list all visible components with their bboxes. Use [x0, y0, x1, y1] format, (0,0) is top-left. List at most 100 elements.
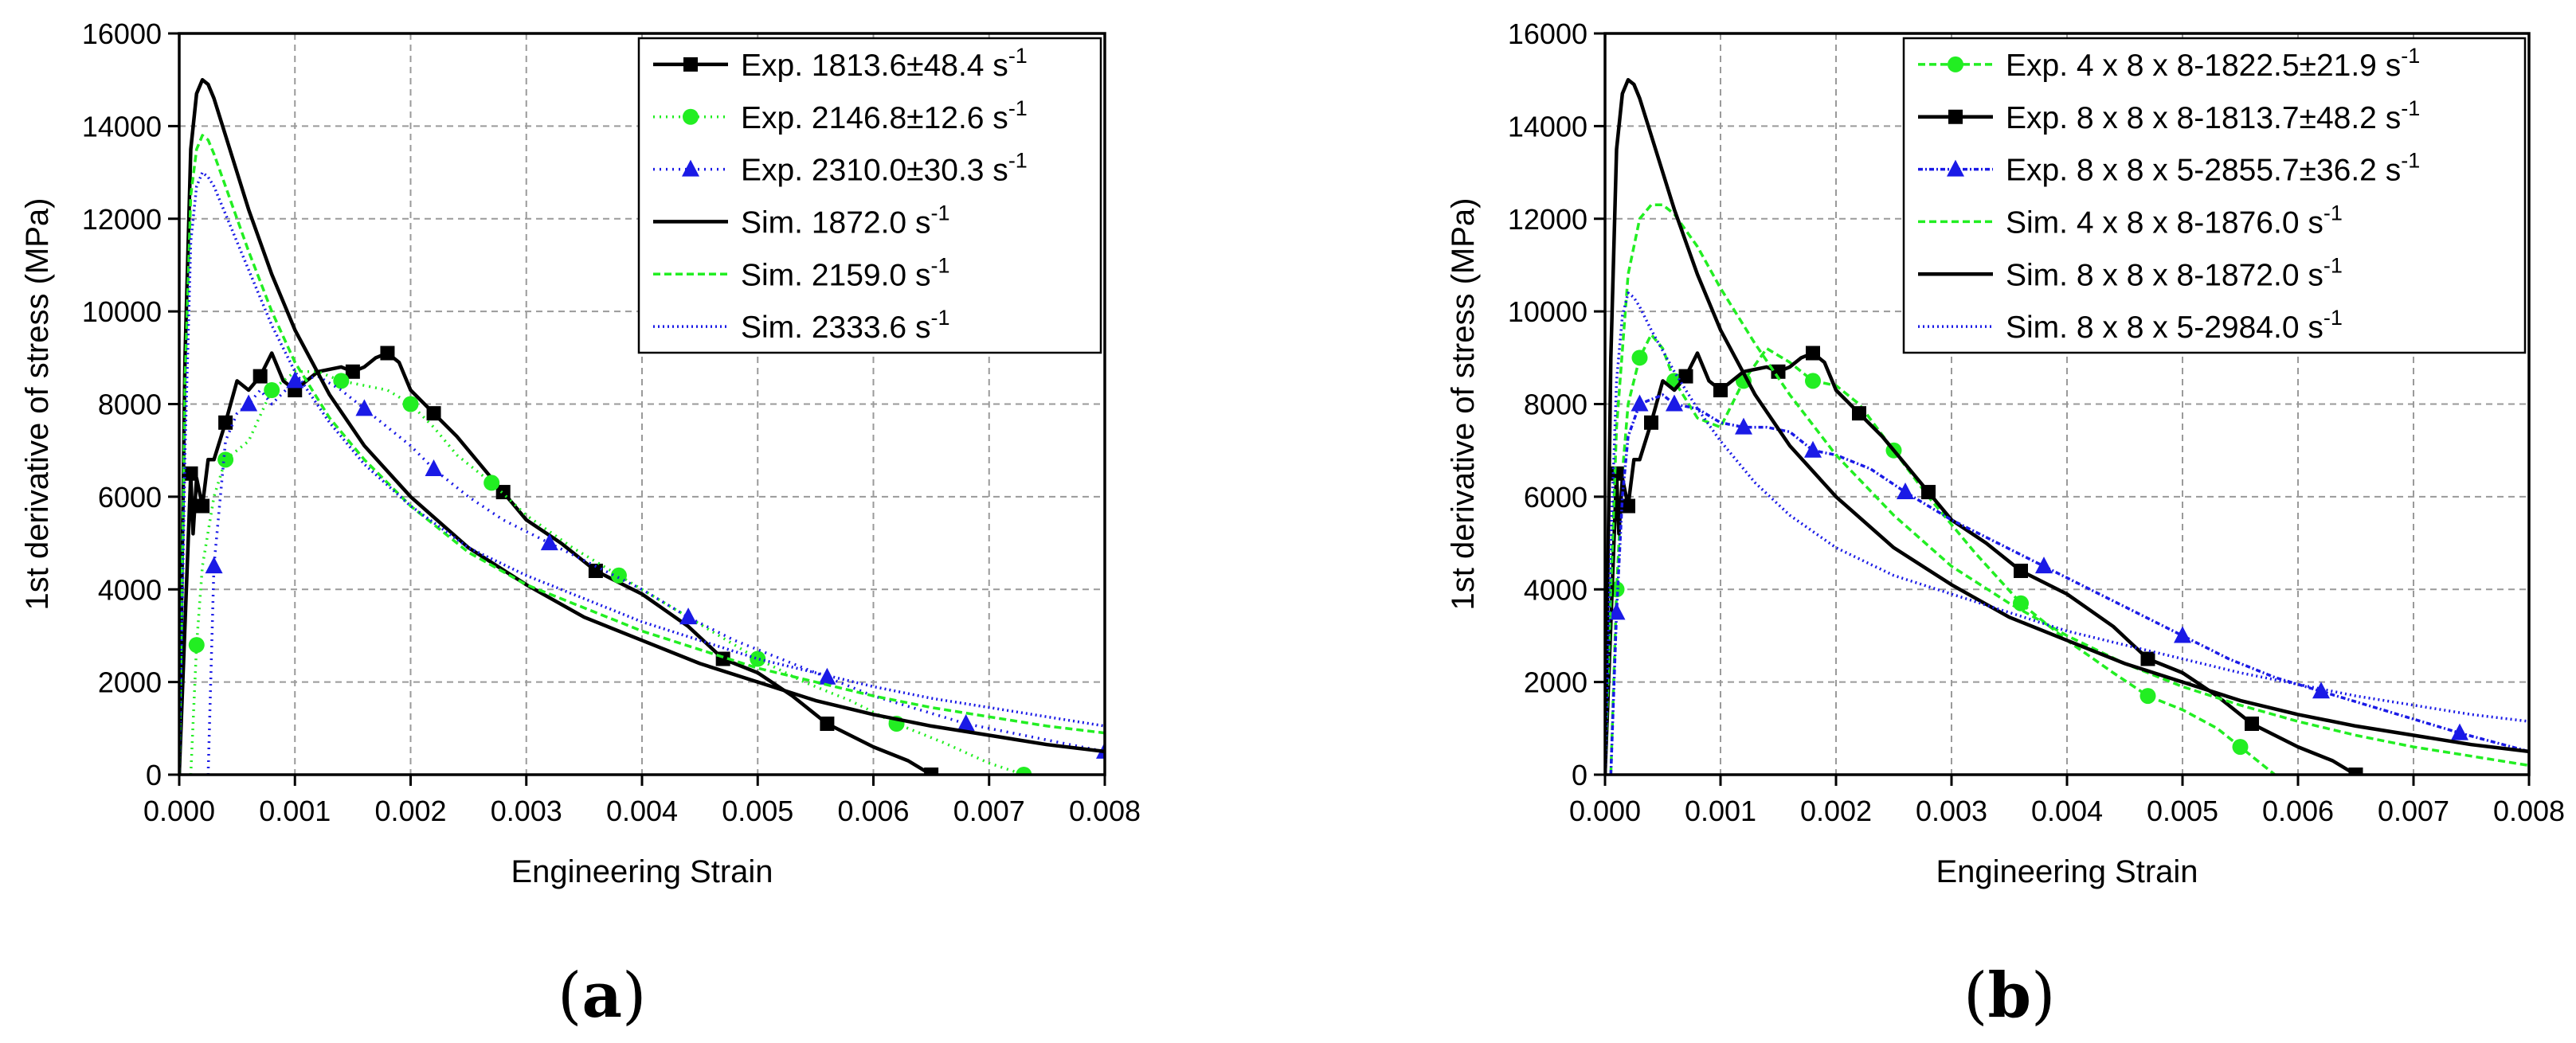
marker-triangle: [1631, 394, 1649, 412]
data-area: [1605, 77, 2529, 775]
marker-triangle: [682, 159, 699, 177]
x-tick-label: 0.002: [1800, 795, 1872, 827]
marker-square: [218, 415, 233, 430]
axes-frame: [1603, 32, 2531, 776]
x-tick-label: 0.006: [2262, 795, 2334, 827]
marker-circle: [402, 396, 419, 412]
panel-label-b: (b): [1963, 959, 2056, 1032]
x-tick-label: 0.008: [1069, 795, 1141, 827]
series-line: [179, 134, 1105, 775]
marker-triangle: [957, 713, 975, 731]
x-tick-label: 0.007: [953, 795, 1025, 827]
x-tick-label: 0.007: [2378, 795, 2449, 827]
marker-triangle: [1897, 482, 1914, 500]
marker-square: [380, 346, 395, 361]
marker-square: [2014, 563, 2028, 578]
x-tick-label: 0.000: [143, 795, 215, 827]
y-tick-label: 2000: [98, 666, 162, 699]
marker-triangle: [2312, 682, 2330, 699]
marker-square: [1948, 109, 1963, 124]
y-tick-label: 4000: [98, 573, 162, 606]
marker-triangle: [355, 399, 374, 416]
legend-box: [637, 37, 1102, 354]
x-tick-label: 0.008: [2493, 795, 2565, 827]
y-tick-label: 16000: [82, 18, 162, 50]
marker-circle: [750, 650, 766, 667]
data-area: [179, 77, 1105, 775]
y-tick-label: 0: [1572, 759, 1587, 791]
y-tick-label: 16000: [1508, 18, 1587, 50]
marker-square: [1678, 369, 1693, 384]
marker-square: [1852, 406, 1866, 421]
marker-circle: [333, 373, 350, 389]
series-line: [189, 370, 1024, 775]
marker-circle: [2232, 739, 2249, 756]
marker-circle: [2139, 688, 2156, 705]
marker-circle: [188, 637, 205, 654]
series-line: [179, 170, 1105, 775]
marker-square: [1921, 485, 1936, 500]
marker-triangle: [425, 459, 443, 476]
marker-circle: [2013, 595, 2029, 611]
marker-square: [820, 716, 835, 731]
marker-triangle: [2174, 626, 2191, 643]
marker-triangle: [818, 667, 836, 685]
axes-frame: [178, 32, 1106, 776]
marker-triangle: [1735, 417, 1752, 435]
marker-triangle: [540, 533, 558, 551]
marker-square: [1771, 364, 1786, 379]
legend-entry: Exp. 4 x 8 x 8-1822.5±21.9 s-1: [2006, 44, 2420, 83]
x-tick-label: 0.006: [837, 795, 909, 827]
y-tick-label: 10000: [1508, 295, 1587, 328]
chart-panel-a: 0.000 0.001 0.002 0.003 0.004 0.005 0.006 0.007…: [20, 18, 1141, 889]
y-tick-label: 14000: [82, 110, 162, 143]
marker-square: [183, 466, 198, 481]
marker-circle: [1016, 767, 1032, 775]
legend-entry: Exp. 2310.0±30.3 s-1: [741, 149, 1028, 188]
marker-square: [1644, 415, 1658, 430]
marker-triangle: [679, 607, 698, 625]
marker-square: [1609, 466, 1624, 481]
legend-entry: Sim. 8 x 8 x 5-2984.0 s-1: [2006, 306, 2343, 345]
y-tick-label: 8000: [98, 389, 162, 421]
legend-entry: Sim. 8 x 8 x 8-1872.0 s-1: [2006, 253, 2343, 292]
legend-entry: Sim. 2159.0 s-1: [741, 253, 949, 292]
y-axis-label: 1st derivative of stress (MPa): [1446, 198, 1481, 611]
series-line: [1605, 203, 2529, 775]
x-tick-label: 0.002: [374, 795, 446, 827]
marker-square: [2245, 716, 2259, 731]
x-tick-label: 0.005: [2147, 795, 2218, 827]
marker-triangle: [205, 557, 223, 574]
marker-square: [1806, 346, 1820, 361]
x-axis-label: Engineering Strain: [1936, 854, 2198, 889]
y-tick-label: 6000: [1524, 481, 1587, 514]
chart-panel-b: 0.000 0.001 0.002 0.003 0.004 0.005 0.006 0.007…: [1446, 18, 2565, 889]
legend-entry: Exp. 8 x 8 x 5-2855.7±36.2 s-1: [2006, 149, 2420, 188]
series-line: [1605, 351, 2357, 775]
x-axis-label: Engineering Strain: [511, 854, 773, 889]
marker-triangle: [1666, 394, 1683, 412]
marker-triangle: [1947, 159, 1964, 177]
series-line: [179, 77, 1105, 775]
y-tick-label: 14000: [1508, 110, 1587, 143]
marker-triangle: [1804, 440, 1822, 458]
y-tick-label: 2000: [1524, 666, 1587, 699]
marker-circle: [217, 451, 234, 468]
x-tick-label: 0.004: [2031, 795, 2103, 827]
marker-square: [2348, 768, 2363, 775]
marker-square: [683, 57, 698, 72]
marker-square: [924, 768, 939, 775]
marker-circle: [1631, 350, 1648, 366]
x-tick-label: 0.003: [491, 795, 562, 827]
legend-entry: Exp. 1813.6±48.4 s-1: [741, 44, 1028, 83]
y-tick-label: 12000: [1508, 203, 1587, 236]
marker-circle: [683, 108, 699, 125]
y-tick-label: 10000: [82, 295, 162, 328]
marker-circle: [264, 382, 280, 399]
x-tick-label: 0.001: [1685, 795, 1756, 827]
marker-triangle: [240, 394, 258, 412]
series-line: [1609, 393, 2529, 775]
x-tick-label: 0.004: [606, 795, 678, 827]
marker-square: [253, 369, 268, 384]
